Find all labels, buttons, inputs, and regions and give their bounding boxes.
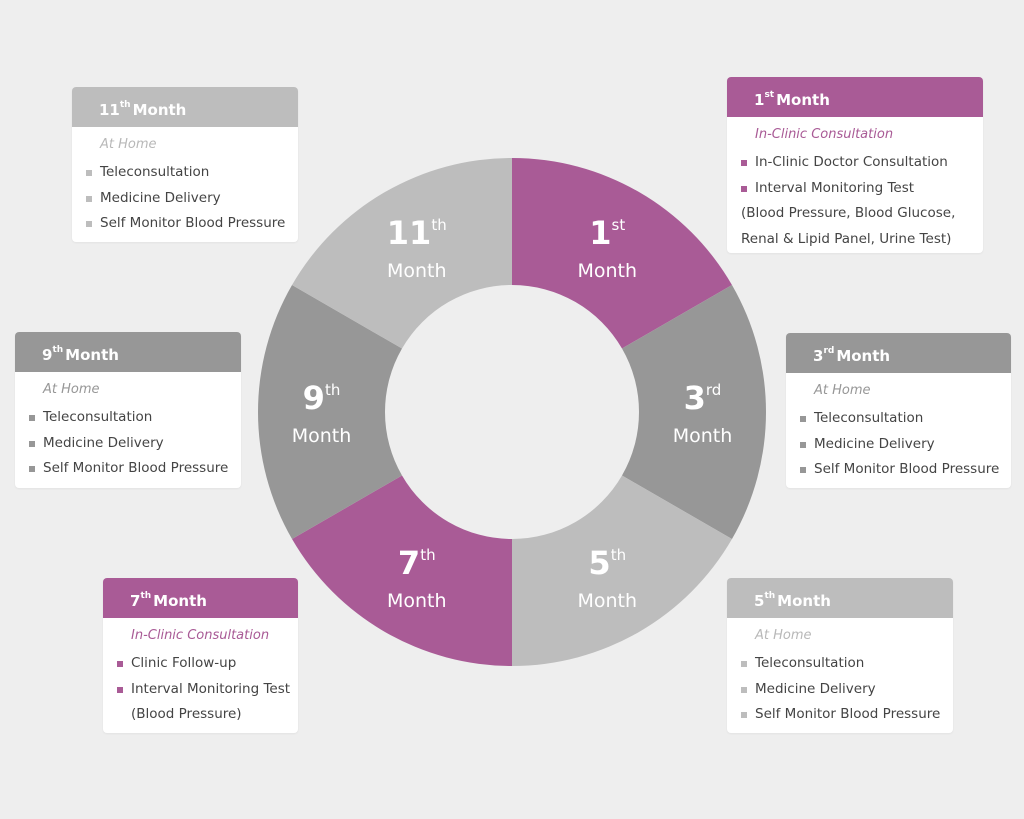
card-month-11-suffix: th — [119, 100, 131, 110]
ring-label-month-3: Month — [673, 425, 733, 447]
bullet-icon — [741, 661, 747, 667]
list-item: Medicine Delivery — [29, 431, 229, 457]
card-month-11-number: 11 — [99, 101, 120, 119]
card-month-1-header: 1st Month — [727, 77, 983, 117]
card-month-3-subtitle: At Home — [814, 383, 871, 398]
ring-label-month-7: Month — [387, 590, 447, 612]
ring-segment-month-3 — [621, 285, 766, 539]
bullet-icon — [800, 467, 806, 473]
list-item-continuation: (Blood Pressure, Blood Glucose, — [741, 205, 956, 221]
card-month-7-title: Month — [153, 592, 207, 610]
card-month-5-number: 5 — [754, 592, 765, 610]
card-month-1-suffix: st — [764, 90, 775, 100]
card-month-11: 11th Month At Home Teleconsultation Medic… — [72, 87, 298, 242]
card-month-11-header: 11th Month — [72, 87, 298, 127]
bullet-icon — [741, 712, 747, 718]
card-month-5-subtitle: At Home — [755, 628, 812, 643]
bullet-icon — [86, 195, 92, 202]
list-item: Self Monitor Blood Pressure — [741, 702, 941, 728]
ring-label-number-3: 3rd — [684, 379, 722, 417]
list-item: Medicine Delivery — [86, 186, 286, 212]
card-month-7-number: 7 — [130, 592, 141, 610]
ring-label-number-5: 5th — [588, 544, 626, 582]
card-month-1-title: Month — [776, 91, 830, 109]
list-item: Interval Monitoring Test — [117, 677, 290, 703]
list-item: Clinic Follow-up — [117, 651, 286, 677]
card-month-9-number: 9 — [42, 346, 53, 364]
card-month-11-title: Month — [132, 101, 187, 119]
bullet-icon — [29, 466, 35, 472]
bullet-icon — [741, 160, 747, 166]
bullet-icon — [86, 221, 92, 227]
list-item: In-Clinic Doctor Consultation — [741, 150, 971, 176]
bullet-icon — [117, 661, 123, 667]
ring-label-number-7: 7th — [398, 544, 436, 582]
ring-label-number-9: 9th — [303, 379, 341, 417]
card-month-7-suffix: th — [140, 591, 152, 601]
card-month-3-header: 3rd Month — [786, 333, 1011, 373]
bullet-icon — [800, 441, 806, 448]
list-item: Teleconsultation — [741, 651, 941, 677]
list-item: Self Monitor Blood Pressure — [800, 457, 999, 483]
bullet-icon — [741, 686, 747, 693]
list-item: Self Monitor Blood Pressure — [29, 456, 229, 482]
card-month-9: 9th Month At Home Teleconsultation Medici… — [15, 332, 241, 488]
list-item: Interval Monitoring Test — [741, 176, 971, 202]
card-month-9-header: 9th Month — [15, 332, 241, 372]
list-item: Teleconsultation — [86, 160, 286, 186]
card-month-9-subtitle: At Home — [43, 382, 100, 397]
bullet-icon — [800, 416, 806, 422]
list-item-continuation: Renal & Lipid Panel, Urine Test) — [741, 230, 952, 247]
list-item: Medicine Delivery — [800, 432, 999, 458]
ring-segment-month-5 — [512, 475, 732, 666]
bullet-icon — [86, 170, 92, 176]
card-month-5: 5th Month At Home Teleconsultation Medici… — [727, 578, 953, 733]
card-month-7: 7th Month In-Clinic Consultation Clinic F… — [103, 578, 298, 733]
card-month-7-header: 7th Month — [103, 578, 298, 618]
card-month-11-subtitle: At Home — [100, 137, 157, 152]
card-month-5-suffix: th — [764, 591, 776, 601]
card-month-3-suffix: rd — [823, 346, 835, 356]
ring-label-month-11: Month — [387, 260, 447, 282]
card-month-3: 3rd Month At Home Teleconsultation Medici… — [786, 333, 1011, 488]
ring-label-month-5: Month — [577, 590, 637, 612]
card-month-7-subtitle: In-Clinic Consultation — [131, 628, 270, 643]
card-month-1-subtitle: In-Clinic Consultation — [755, 127, 894, 142]
list-item: Teleconsultation — [800, 406, 999, 432]
ring-segment-month-1 — [512, 158, 732, 349]
bullet-icon — [29, 415, 35, 421]
card-month-9-suffix: th — [52, 345, 64, 355]
ring-label-month-9: Month — [292, 425, 352, 447]
card-month-5-title: Month — [777, 592, 831, 610]
bullet-icon — [741, 185, 747, 192]
list-item-continuation: (Blood Pressure) — [131, 706, 242, 722]
ring-label-number-1: 1st — [589, 214, 625, 252]
list-item: Self Monitor Blood Pressure — [86, 211, 286, 237]
card-month-3-number: 3 — [813, 347, 824, 365]
ring-segment-month-7 — [292, 475, 512, 666]
list-item: Medicine Delivery — [741, 677, 941, 703]
card-month-3-title: Month — [836, 347, 891, 365]
bullet-icon — [29, 440, 35, 447]
card-month-5-header: 5th Month — [727, 578, 953, 618]
card-month-1: 1st Month In-Clinic Consultation In-Clini… — [727, 77, 983, 253]
list-item: Teleconsultation — [29, 405, 229, 431]
ring-label-number-11: 11th — [387, 214, 447, 252]
ring-segment-month-9 — [258, 285, 403, 539]
card-month-1-number: 1 — [754, 91, 765, 109]
card-month-9-title: Month — [65, 346, 119, 364]
bullet-icon — [117, 686, 123, 693]
ring-label-month-1: Month — [577, 260, 637, 282]
ring-segment-month-11 — [292, 158, 512, 349]
